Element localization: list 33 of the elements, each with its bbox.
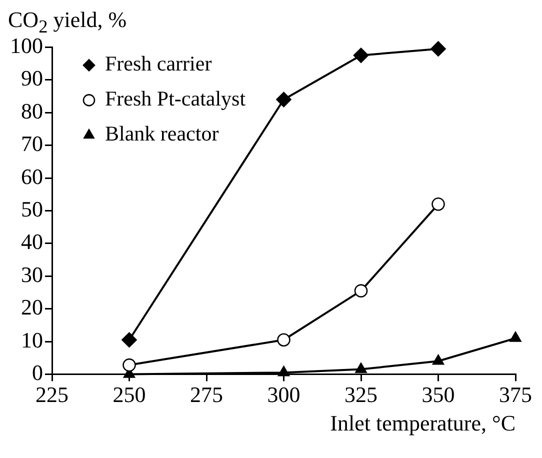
y-tick-label: 10: [21, 327, 43, 352]
y-tick-label: 70: [21, 131, 43, 156]
x-tick-label: 250: [112, 382, 146, 408]
y-tick-label: 40: [21, 229, 43, 254]
x-tick-label: 300: [267, 382, 300, 408]
x-tick-label: 325: [344, 382, 378, 408]
y-tick-label: 30: [21, 262, 43, 287]
x-tick-label: 275: [190, 382, 223, 408]
x-tick-label: 225: [36, 382, 68, 408]
point: [432, 354, 444, 365]
legend-label: Fresh Pt-catalyst: [105, 86, 246, 111]
point: [355, 362, 367, 373]
y-tick-label: 90: [21, 66, 43, 91]
legend-label: Blank reactor: [105, 122, 219, 146]
y-tick-label: 60: [21, 164, 43, 189]
point: [353, 48, 369, 64]
point: [432, 198, 445, 211]
point: [278, 366, 290, 376]
y-tick-label: 20: [21, 294, 43, 320]
y-tick-label: 50: [21, 196, 43, 222]
point: [122, 358, 136, 372]
point: [430, 41, 446, 56]
point: [277, 333, 290, 347]
point: [354, 284, 368, 298]
x-tick-label: 375: [499, 382, 532, 408]
x-axis-title: Inlet temperature, °C: [330, 410, 516, 436]
y-tick-label: 80: [21, 98, 43, 124]
point: [276, 92, 292, 108]
point: [122, 332, 137, 348]
point: [510, 332, 522, 342]
x-tick-label: 350: [422, 382, 455, 408]
y-tick-label: 0: [32, 360, 43, 385]
legend-label: Fresh carrier: [105, 52, 212, 76]
